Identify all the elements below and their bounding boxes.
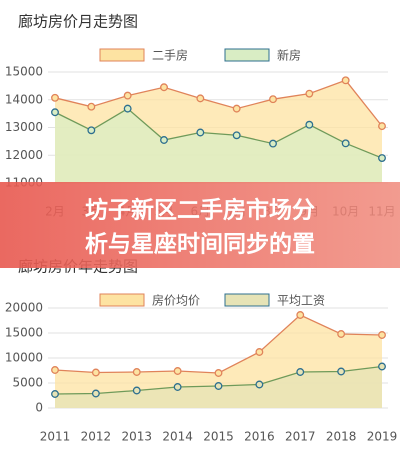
legend-swatch xyxy=(99,293,145,307)
x-tick-label: 2012 xyxy=(81,430,112,444)
data-point xyxy=(296,311,305,319)
data-point xyxy=(196,128,205,137)
data-point xyxy=(123,104,132,113)
data-point xyxy=(160,83,168,92)
y-tick-label: 10000 xyxy=(5,351,43,365)
banner-text: 析与星座时间同步的置 xyxy=(85,231,315,258)
x-tick-label: 2014 xyxy=(162,430,193,444)
y-tick-label: 15000 xyxy=(5,65,43,79)
x-tick-label: 2011 xyxy=(40,430,71,444)
banner-text: 坊子新区二手房市场分 xyxy=(85,197,315,224)
data-point xyxy=(51,390,59,398)
data-point xyxy=(378,362,386,371)
data-point xyxy=(255,348,264,356)
y-tick-label: 20000 xyxy=(5,301,43,315)
x-tick-label: 2016 xyxy=(244,430,275,444)
data-point xyxy=(337,367,346,376)
x-tick-label: 2015 xyxy=(203,430,234,444)
legend-swatch xyxy=(224,293,270,307)
data-point xyxy=(214,369,223,377)
data-point xyxy=(51,108,59,117)
y-tick-label: 0 xyxy=(35,401,43,415)
data-point xyxy=(196,94,205,103)
y-tick-label: 14000 xyxy=(5,92,43,106)
legend-swatch xyxy=(99,48,145,62)
x-tick-label: 2017 xyxy=(285,430,316,444)
series-line xyxy=(54,79,383,127)
series-line xyxy=(54,107,383,159)
legend-label: 新房 xyxy=(277,48,301,63)
x-tick-label: 2018 xyxy=(326,430,357,444)
data-point xyxy=(132,368,141,376)
series-area xyxy=(55,108,382,183)
data-point xyxy=(91,389,100,398)
x-tick-label: 2013 xyxy=(121,430,152,444)
data-point xyxy=(51,366,59,374)
data-point xyxy=(269,95,277,104)
data-point xyxy=(305,120,314,129)
data-point xyxy=(123,91,132,100)
data-point xyxy=(378,122,386,131)
data-point xyxy=(296,368,305,376)
data-point xyxy=(91,368,100,377)
data-point xyxy=(269,139,277,148)
data-point xyxy=(51,93,59,102)
data-point xyxy=(378,331,386,339)
data-point xyxy=(255,380,264,389)
data-point xyxy=(173,367,182,375)
legend-swatch xyxy=(224,48,270,62)
data-point xyxy=(232,131,241,140)
data-point xyxy=(341,76,350,85)
y-tick-label: 13000 xyxy=(5,120,43,134)
data-point xyxy=(160,136,168,144)
chart-title: 廊坊房价月走势图 xyxy=(18,13,138,31)
legend-label: 平均工资 xyxy=(277,294,325,308)
y-tick-label: 15000 xyxy=(5,326,43,340)
banner xyxy=(0,182,400,268)
y-tick-label: 12000 xyxy=(5,148,43,162)
data-point xyxy=(132,386,141,395)
data-point xyxy=(87,126,96,135)
data-point xyxy=(173,383,182,391)
x-tick-label: 2019 xyxy=(367,430,398,444)
data-point xyxy=(305,89,314,98)
data-point xyxy=(232,104,241,113)
data-point xyxy=(87,102,96,111)
data-point xyxy=(378,154,386,162)
data-point xyxy=(337,330,346,338)
legend-label: 房价均价 xyxy=(152,293,200,308)
y-tick-label: 5000 xyxy=(12,376,43,390)
data-point xyxy=(214,382,223,390)
data-point xyxy=(341,139,350,148)
legend-label: 二手房 xyxy=(152,48,188,63)
